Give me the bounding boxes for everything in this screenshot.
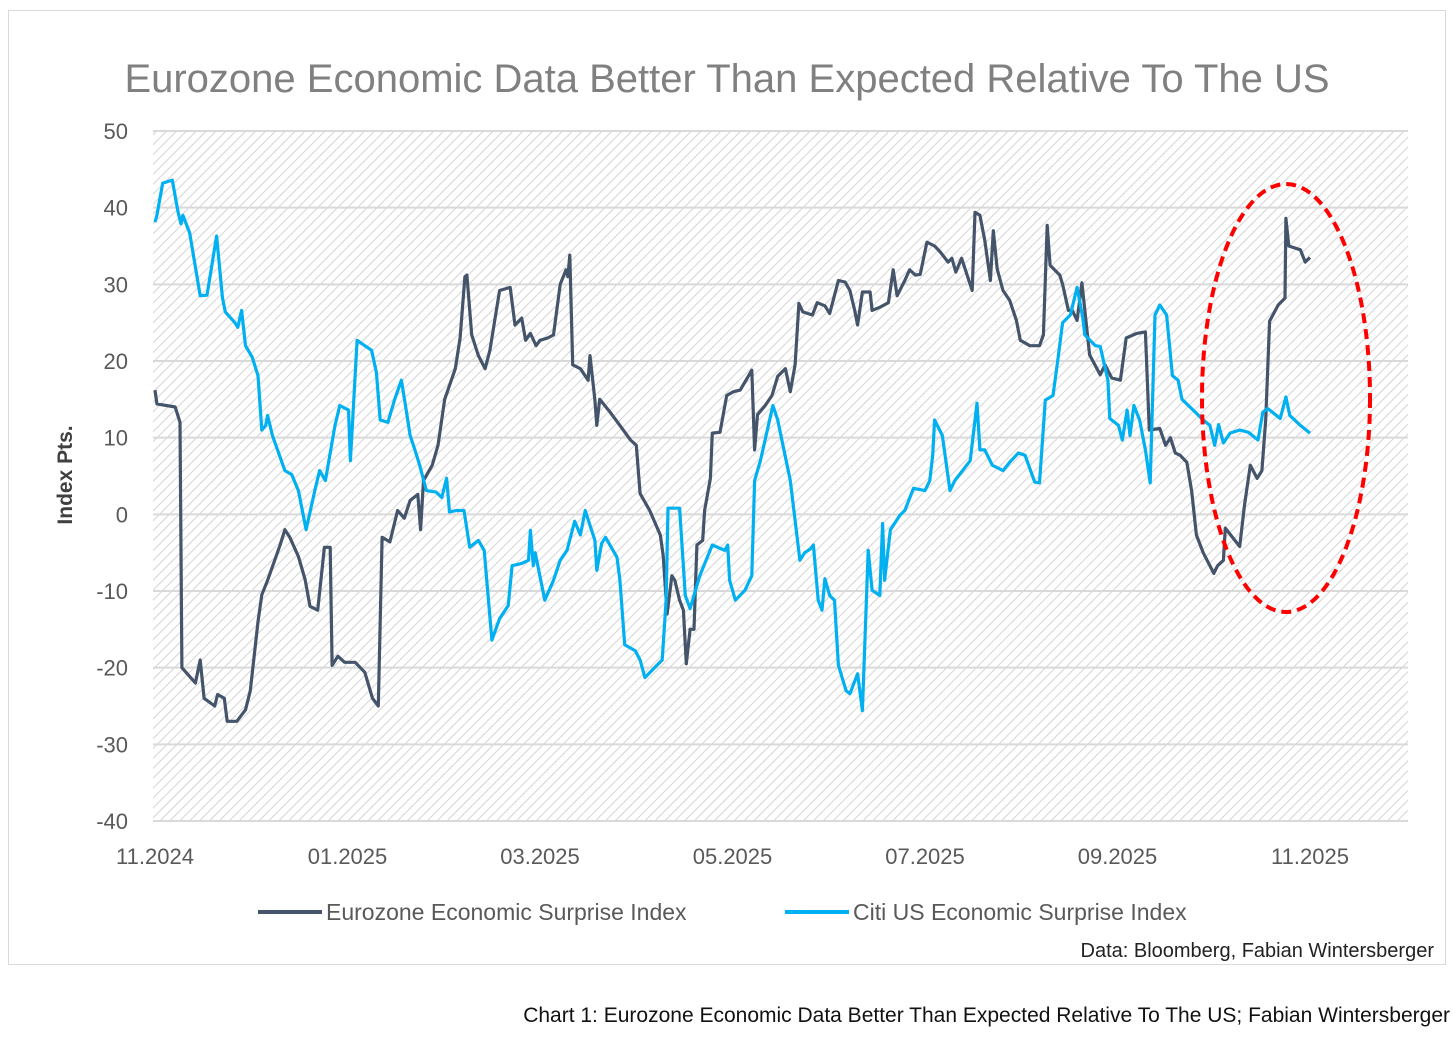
chart-frame [8, 10, 1446, 965]
series-line-eurozone [153, 210, 1312, 723]
x-tick-label: 11.2025 [1271, 844, 1349, 869]
highlight-ellipse [1200, 182, 1372, 614]
legend-label-eurozone: Eurozone Economic Surprise Index [326, 899, 687, 925]
y-tick-label: 10 [104, 426, 128, 451]
chart-title: Eurozone Economic Data Better Than Expec… [124, 57, 1329, 101]
series-line-us [153, 178, 1312, 713]
y-tick-label: 50 [104, 119, 128, 144]
x-tick-label: 01.2025 [308, 844, 388, 869]
chart-source: Data: Bloomberg, Fabian Wintersberger [1081, 940, 1435, 962]
x-tick-label: 07.2025 [885, 844, 965, 869]
y-tick-label: -20 [96, 656, 128, 681]
y-tick-label: -40 [96, 809, 128, 834]
y-tick-label: 40 [104, 196, 128, 221]
y-axis-title: Index Pts. [54, 425, 77, 524]
y-tick-label: -10 [96, 579, 128, 604]
figure-caption: Chart 1: Eurozone Economic Data Better T… [523, 1004, 1450, 1027]
y-tick-label: -30 [96, 732, 128, 757]
plot-area [153, 131, 1408, 821]
x-tick-label: 03.2025 [500, 844, 580, 869]
y-tick-label: 20 [104, 349, 128, 374]
y-tick-label: 0 [116, 502, 128, 527]
x-tick-label: 11.2024 [116, 844, 194, 869]
x-tick-label: 05.2025 [693, 844, 773, 869]
y-tick-label: 30 [104, 272, 128, 297]
x-tick-label: 09.2025 [1078, 844, 1158, 869]
legend-label-us: Citi US Economic Surprise Index [853, 899, 1187, 925]
